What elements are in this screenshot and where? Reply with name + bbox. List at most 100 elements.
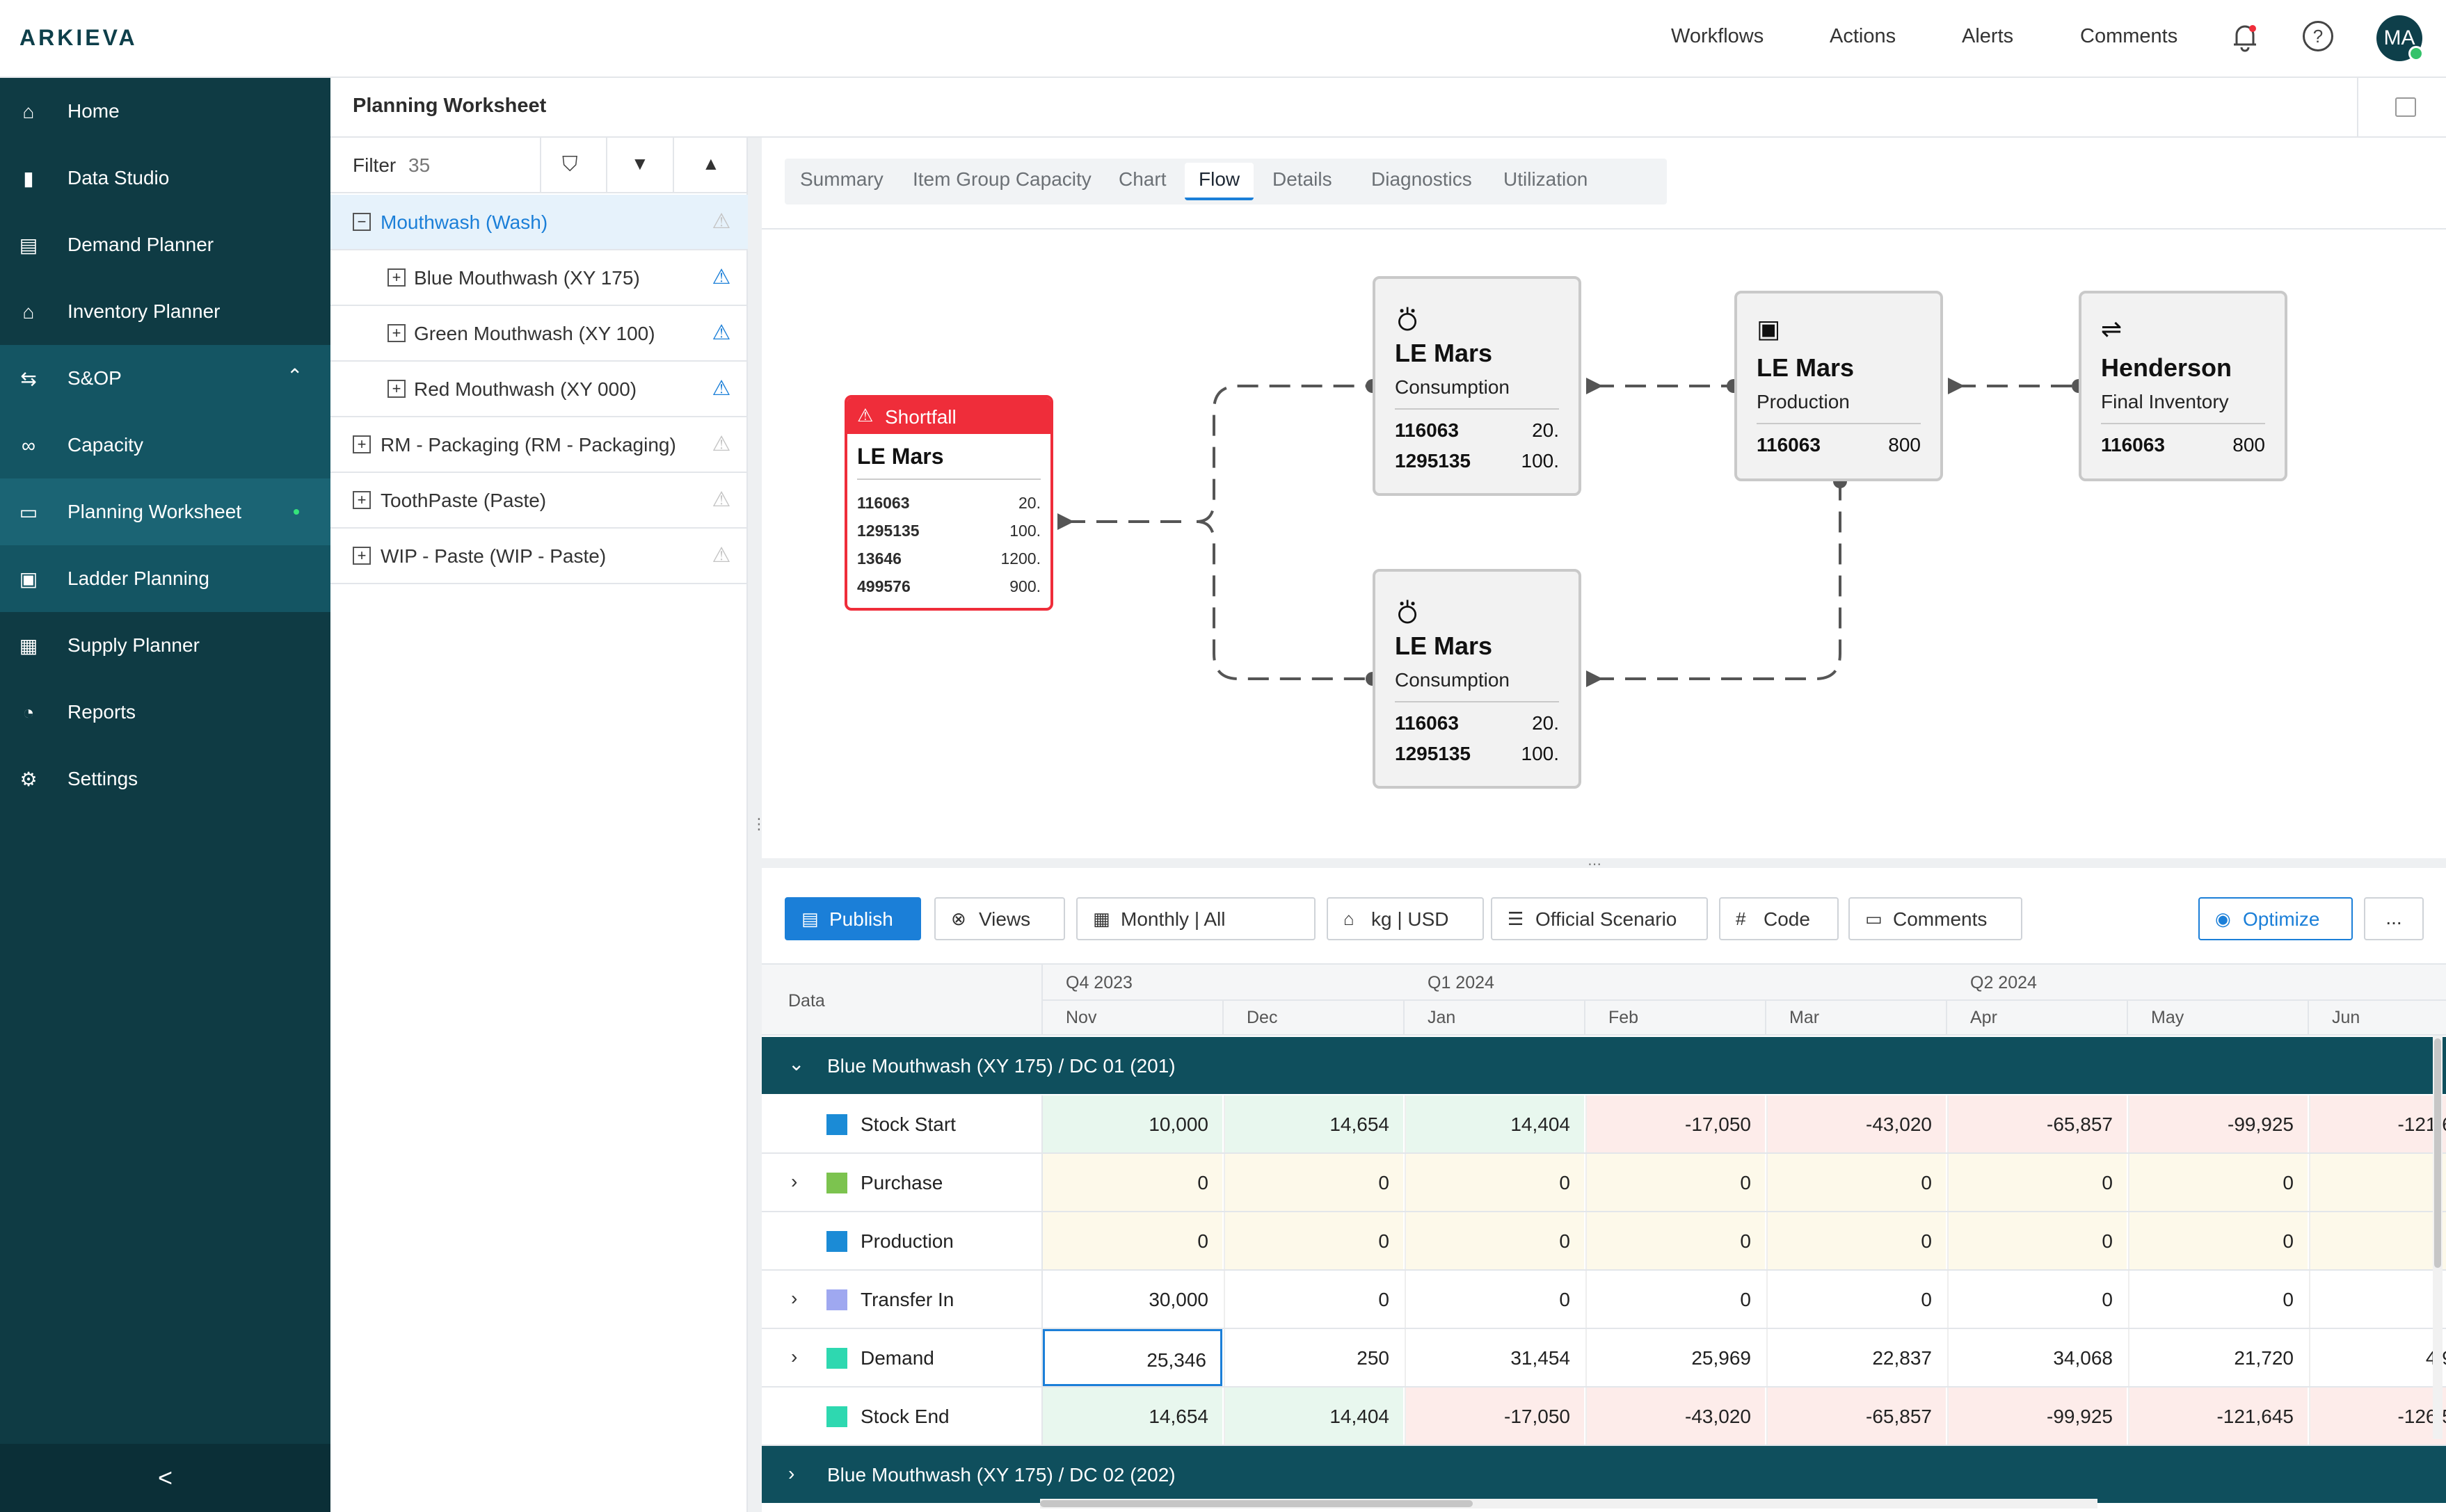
chevron-right-icon[interactable]: › [791,1287,798,1309]
grid-cell[interactable]: -121,645 [2309,1095,2446,1152]
grid-cell[interactable]: -65,857 [1947,1095,2127,1152]
tree-row-rm-packaging[interactable]: + RM - Packaging (RM - Packaging) ⚠ [330,417,748,473]
collapse-node-icon[interactable]: − [353,213,371,231]
help-icon[interactable]: ? [2303,21,2333,51]
alerts-link[interactable]: Alerts [1962,25,2014,47]
workflows-link[interactable]: Workflows [1671,25,1764,47]
chevron-right-icon[interactable]: › [788,1463,795,1484]
chevron-down-icon[interactable]: ⌄ [788,1053,805,1075]
grid-cell[interactable]: -99,925 [1947,1388,2127,1445]
grid-cell[interactable] [2309,1212,2446,1269]
grid-cell[interactable]: 21,720 [2128,1329,2308,1386]
sidebar-item-home[interactable]: ⌂ Home [0,78,330,145]
grid-cell[interactable]: 0 [1947,1271,2127,1328]
grid-cell[interactable]: 0 [1405,1271,1584,1328]
flow-node-consumption-1[interactable]: ⛣ LE Mars Consumption 116063 20. 1295135… [1373,276,1581,496]
tree-row-blue-mouthwash[interactable]: + Blue Mouthwash (XY 175) ⚠ [330,250,748,306]
grid-cell[interactable]: 0 [2128,1212,2308,1269]
grid-cell[interactable]: 0 [1766,1271,1946,1328]
table-row[interactable]: Stock End 14,654 14,404 -17,050 -43,020 -65,8… [762,1388,2446,1446]
tab-chart[interactable]: Chart [1119,168,1167,190]
grid-cell[interactable]: -17,050 [1405,1388,1584,1445]
sidebar-item-supply-planner[interactable]: ▦ Supply Planner [0,612,330,679]
tree-row-wip-paste[interactable]: + WIP - Paste (WIP - Paste) ⚠ [330,529,748,584]
expand-node-icon[interactable]: + [387,324,406,342]
grid-cell[interactable]: 0 [1405,1212,1584,1269]
grid-cell[interactable]: 31,454 [1405,1329,1584,1386]
grid-cell[interactable]: 22,837 [1766,1329,1946,1386]
grid-cell[interactable]: 14,404 [1405,1095,1584,1152]
tab-diagnostics[interactable]: Diagnostics [1371,168,1472,190]
grid-cell[interactable] [2309,1154,2446,1211]
tree-row-green-mouthwash[interactable]: + Green Mouthwash (XY 100) ⚠ [330,306,748,362]
grid-cell[interactable]: 0 [1766,1212,1946,1269]
notification-bell-icon[interactable] [2231,22,2259,53]
vertical-scrollbar[interactable] [2433,1036,2443,1439]
flow-node-final-inventory[interactable]: ⇌ Henderson Final Inventory 116063 800 [2079,291,2287,481]
expand-node-icon[interactable]: + [353,491,371,509]
collapse-up-icon[interactable]: ▲ [702,153,720,174]
tab-flow[interactable]: Flow [1185,163,1254,200]
expand-node-icon[interactable]: + [387,268,406,287]
grid-cell[interactable] [2309,1271,2446,1328]
sidebar-item-sop[interactable]: ⇆ S&OP ⌃ [0,345,330,412]
tab-details[interactable]: Details [1272,168,1332,190]
grid-cell[interactable]: 0 [1947,1212,2127,1269]
chevron-right-icon[interactable]: › [791,1171,798,1192]
table-row[interactable]: › Purchase 0 0 0 0 0 0 0 [762,1154,2446,1212]
publish-button[interactable]: ▤ Publish [785,897,921,940]
grid-cell[interactable]: 0 [1043,1154,1222,1211]
tree-row-red-mouthwash[interactable]: + Red Mouthwash (XY 000) ⚠ [330,362,748,417]
grid-cell[interactable]: -126,553 [2309,1388,2446,1445]
horizontal-scrollbar[interactable] [1040,1499,2097,1509]
grid-cell[interactable]: 0 [1405,1154,1584,1211]
actions-link[interactable]: Actions [1830,25,1896,47]
tree-row-mouthwash[interactable]: − Mouthwash (Wash) ⚠ [330,195,748,250]
views-button[interactable]: ⊗ Views [934,897,1065,940]
grid-cell[interactable]: 0 [1043,1212,1222,1269]
grid-cell[interactable]: -43,020 [1766,1095,1946,1152]
grid-cell[interactable]: -17,050 [1585,1095,1765,1152]
grid-cell[interactable]: 10,000 [1043,1095,1222,1152]
grid-cell[interactable]: 34,068 [1947,1329,2127,1386]
group-row-dc01[interactable]: ⌄ Blue Mouthwash (XY 175) / DC 01 (201) [762,1037,2446,1094]
table-row[interactable]: Production 0 0 0 0 0 0 0 [762,1212,2446,1271]
grid-cell[interactable]: 14,654 [1224,1095,1403,1152]
sidebar-item-data-studio[interactable]: ▮ Data Studio [0,145,330,211]
grid-cell[interactable]: -65,857 [1766,1388,1946,1445]
sidebar-item-reports[interactable]: ◔ Reports [0,679,330,746]
grid-cell[interactable]: 0 [1585,1154,1765,1211]
filter-funnel-icon[interactable]: ⛉ [562,153,578,176]
tab-summary[interactable]: Summary [800,168,884,190]
grid-cell[interactable]: 0 [1585,1271,1765,1328]
grid-cell[interactable]: 0 [2128,1271,2308,1328]
calendar-icon[interactable] [2395,97,2416,117]
collapse-sidebar-button[interactable]: < [0,1444,330,1512]
expand-node-icon[interactable]: + [353,547,371,565]
sidebar-item-planning-worksheet[interactable]: ▭ Planning Worksheet [0,478,330,545]
vertical-splitter[interactable] [762,858,2446,868]
grid-cell[interactable]: 0 [1224,1271,1403,1328]
units-selector[interactable]: ⌂ kg | USD [1327,897,1484,940]
grid-cell[interactable]: 0 [1585,1212,1765,1269]
grid-cell[interactable]: 30,000 [1043,1271,1222,1328]
tab-item-group-capacity[interactable]: Item Group Capacity [913,168,1092,190]
grid-cell[interactable]: 0 [1947,1154,2127,1211]
expand-node-icon[interactable]: + [387,380,406,398]
sidebar-item-demand-planner[interactable]: ▤ Demand Planner [0,211,330,278]
group-row-dc02[interactable]: › Blue Mouthwash (XY 175) / DC 02 (202) [762,1446,2446,1503]
flow-node-consumption-2[interactable]: ⛣ LE Mars Consumption 116063 20. 1295135… [1373,569,1581,789]
sidebar-item-inventory-planner[interactable]: ⌂ Inventory Planner [0,278,330,345]
code-button[interactable]: # Code [1719,897,1839,940]
grid-cell[interactable]: -43,020 [1585,1388,1765,1445]
period-selector[interactable]: ▦ Monthly | All [1076,897,1316,940]
scrollbar-thumb[interactable] [2434,1038,2441,1268]
chevron-right-icon[interactable]: › [791,1346,798,1367]
grid-cell[interactable]: -99,925 [2128,1095,2308,1152]
more-options-button[interactable]: ... [2364,897,2424,940]
scrollbar-thumb[interactable] [1040,1500,1473,1507]
table-row[interactable]: Stock Start 10,000 14,654 14,404 -17,050 -43,… [762,1095,2446,1154]
tree-row-toothpaste[interactable]: + ToothPaste (Paste) ⚠ [330,473,748,529]
grid-cell[interactable]: 4,908 [2309,1329,2446,1386]
comments-link[interactable]: Comments [2080,25,2178,47]
